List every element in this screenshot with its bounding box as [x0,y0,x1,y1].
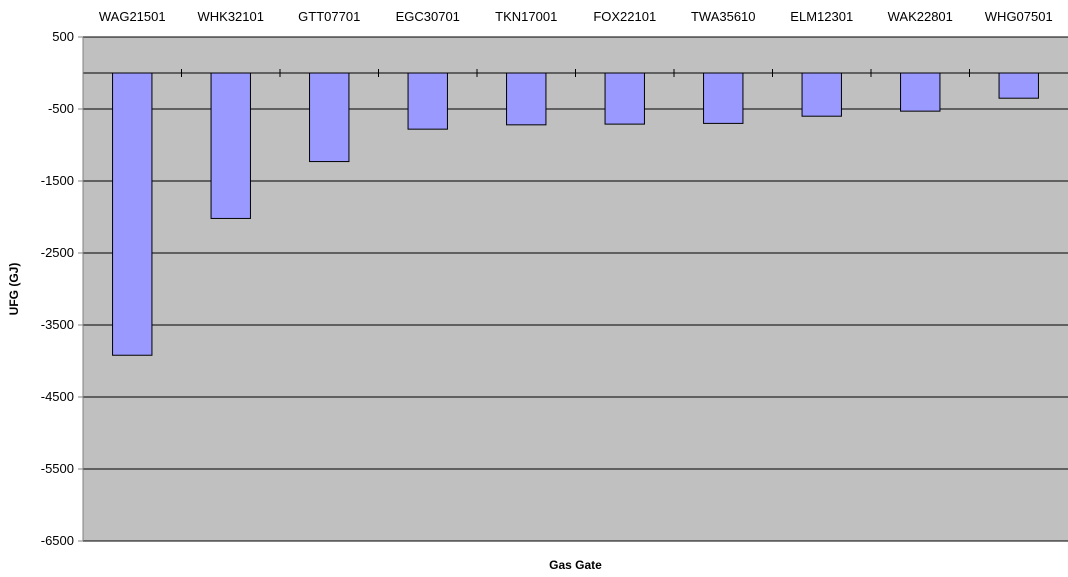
y-tick-label: -3500 [41,317,74,332]
category-labels: WAG21501 WHK32101 GTT07701 EGC30701 TKN17001… [99,9,1053,24]
category-label: WHK32101 [198,9,264,24]
category-label: WAK22801 [888,9,953,24]
y-tick-label: -6500 [41,533,74,548]
y-tick-label: -5500 [41,461,74,476]
bar-wag21501 [112,72,153,356]
bar-fox22101 [604,72,645,125]
category-label: GTT07701 [298,9,360,24]
y-axis-title: UFG (GJ) [7,263,21,316]
bar-gtt07701 [309,72,350,163]
y-tick-label: -4500 [41,389,74,404]
bar-wak22801 [900,72,941,112]
y-tick-labels: 500 -500 -1500 -2500 -3500 -4500 -5500 -6500 [41,29,74,548]
category-label: EGC30701 [396,9,460,24]
category-label: WHG07501 [985,9,1053,24]
bar-twa35610 [703,72,744,124]
category-label: FOX22101 [593,9,656,24]
axes [78,36,1068,542]
bars [112,72,1039,356]
category-label: WAG21501 [99,9,166,24]
bar-tkn17001 [506,72,547,126]
y-tick-label: 500 [52,29,74,44]
category-label: TWA35610 [691,9,756,24]
bar-egc30701 [407,72,448,130]
bar-whk32101 [210,72,251,219]
bar-elm12301 [801,72,842,117]
x-axis-title: Gas Gate [549,558,602,572]
y-tick-label: -500 [48,101,74,116]
bar-whg07501 [998,72,1039,99]
y-tick-label: -1500 [41,173,74,188]
y-tick-label: -2500 [41,245,74,260]
category-label: TKN17001 [495,9,557,24]
category-label: ELM12301 [790,9,853,24]
